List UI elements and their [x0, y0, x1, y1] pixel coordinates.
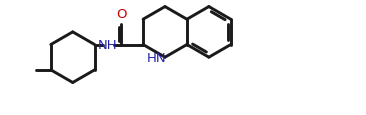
Text: HN: HN — [147, 51, 167, 64]
Text: O: O — [116, 8, 127, 21]
Text: NH: NH — [98, 39, 117, 52]
